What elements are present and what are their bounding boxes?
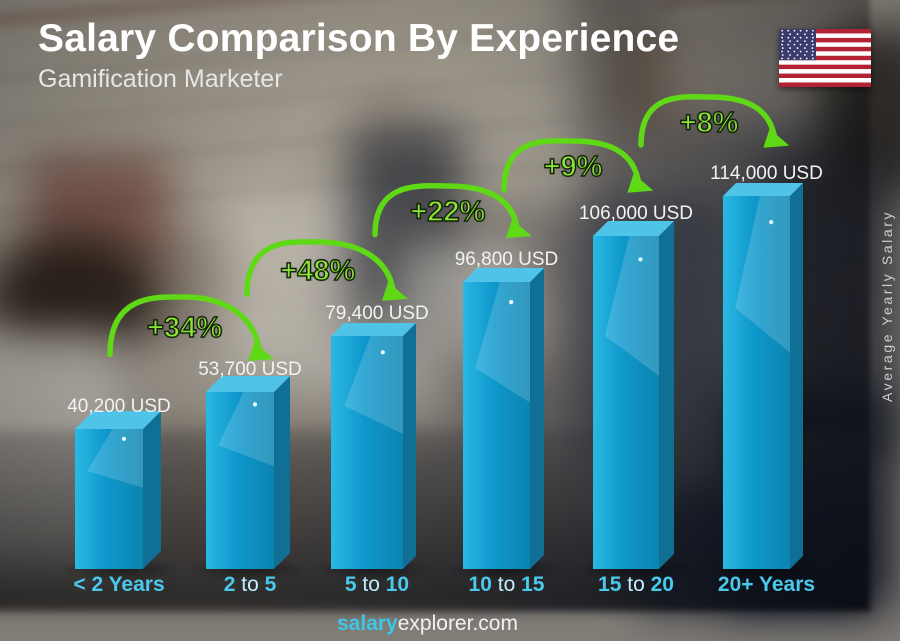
svg-text:15 to 20: 15 to 20 [598,573,674,596]
svg-text:5 to 10: 5 to 10 [345,573,409,596]
svg-text:20+ Years: 20+ Years [718,573,815,596]
svg-text:10 to 15: 10 to 15 [469,573,545,596]
svg-text:< 2 Years: < 2 Years [73,573,164,596]
svg-text:2 to 5: 2 to 5 [224,573,277,596]
